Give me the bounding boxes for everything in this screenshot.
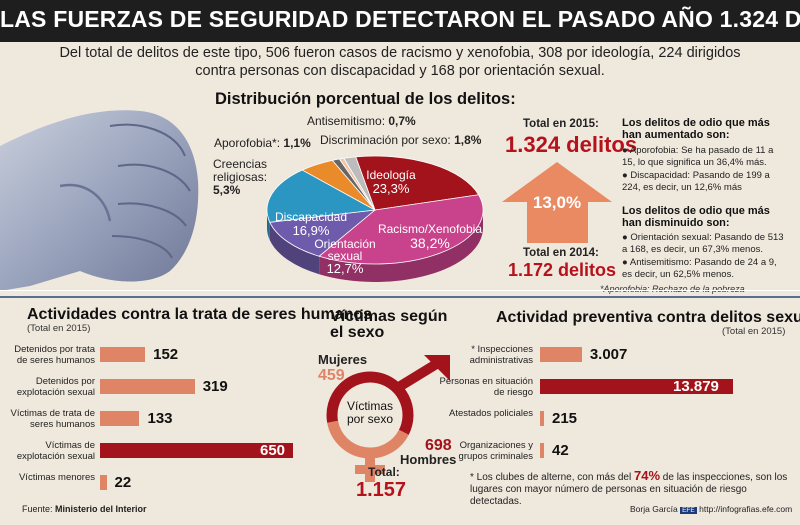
bar — [100, 443, 293, 458]
list-item: ● Aporofobia: Se ha pasado de 11 a 15, l… — [622, 145, 774, 168]
bar — [540, 443, 544, 458]
pie-slice-orientaci-n-sexual — [269, 209, 377, 257]
label-racismo: Racismo/Xenofobia 38,2% — [377, 222, 483, 251]
prevention-note: (Total en 2015) — [722, 326, 786, 337]
men-arc — [326, 371, 414, 435]
total-2015-label: Total en 2015: — [523, 118, 599, 130]
page-subtitle: Del total de delitos de este tipo, 506 f… — [59, 45, 741, 79]
bar-category-label: Organizaciones y grupos criminales — [458, 440, 533, 462]
bar-value-label: 133 — [147, 410, 173, 427]
female-cross-icon — [355, 465, 385, 474]
label-orientacion: Orientación sexual 12,7% — [314, 237, 376, 276]
trafficking-note: (Total en 2015) — [27, 323, 91, 334]
increase-arrow-icon — [502, 162, 612, 243]
list-item: ● Orientación sexual: Pasando de 513 a 1… — [622, 232, 784, 255]
source: Fuente: Ministerio del Interior — [22, 504, 147, 514]
men-label: Hombres — [400, 452, 457, 467]
pie-slice-discapacidad — [266, 169, 377, 223]
bar-category-label: * Inspecciones administrativas — [469, 344, 533, 366]
women-arc — [327, 420, 409, 459]
change-percent: 13,0% — [532, 193, 582, 212]
total-2015-value: 1.324 delitos — [505, 132, 638, 157]
pie-side-1 — [319, 210, 483, 282]
bar-value-label: 22 — [114, 474, 132, 491]
bar — [540, 379, 733, 394]
pie-slice-racismo-xenofobia — [318, 194, 484, 265]
bar — [100, 475, 107, 490]
total-2014-value: 1.172 delitos — [508, 260, 617, 280]
title-bar — [0, 0, 800, 42]
credits: Borja García EFE http://infografias.efe.… — [630, 504, 793, 514]
male-symbol-icon — [393, 358, 441, 393]
prevention-title: Actividad preventiva contra delitos sexu… — [496, 309, 800, 326]
prevention-footnote: * Los clubes de alterne, con más del 74%… — [470, 468, 788, 507]
pie-chart — [266, 155, 484, 282]
pie-footnote: *Aporofobia: Rechazo de la pobreza — [600, 284, 745, 294]
women-value: 459 — [318, 367, 345, 384]
label-ideologia: Ideología 23,3% — [366, 168, 416, 196]
bar-category-label: Atestados policiales — [449, 408, 533, 419]
increased-list: ● Aporofobia: Se ha pasado de 11 a 15, l… — [622, 145, 787, 193]
section-divider — [0, 296, 800, 298]
bar-category-label: Víctimas menores — [18, 472, 95, 483]
bar-category-label: Detenidos por trata de seres humanos — [14, 344, 95, 366]
bar-category-label: Personas en situación de riesgo — [439, 376, 533, 398]
pie-title: Distribución porcentual de los delitos: — [215, 90, 516, 108]
men-value: 698 — [425, 437, 452, 454]
list-item: ● Discapacidad: Pasando de 199 a 224, es… — [622, 170, 770, 193]
decreased-list: ● Orientación sexual: Pasando de 513 a 1… — [622, 232, 787, 280]
efe-logo-icon: EFE — [680, 507, 697, 514]
bar-value-label: 3.007 — [589, 346, 628, 363]
bar-value-label: 152 — [153, 346, 179, 363]
bar-value-label: 319 — [202, 378, 228, 395]
bar-category-label: Detenidos por explotación sexual — [16, 376, 95, 398]
label-aporofobia: Aporofobia*: 1,1% — [214, 136, 311, 150]
decreased-title: Los delitos de odio que más han disminui… — [622, 205, 770, 229]
women-label: Mujeres — [318, 352, 368, 367]
bar-value-label: 42 — [552, 442, 569, 459]
bar-value-label: 13.879 — [673, 378, 719, 395]
bar — [540, 347, 582, 362]
bar — [540, 411, 544, 426]
pie-slice-discriminaci-n-por-sexo — [343, 156, 376, 211]
pie-slice-ideolog-a — [355, 155, 480, 211]
label-creencias: Creencias religiosas: 5,3% — [213, 157, 268, 197]
bar — [100, 347, 146, 362]
label-discapacidad: Discapacidad 16,9% — [274, 210, 348, 238]
increased-title: Los delitos de odio que más han aumentad… — [622, 117, 770, 141]
bar-category-label: Víctimas de trata de seres humanos — [10, 408, 95, 430]
bar — [100, 379, 195, 394]
list-item: ● Antisemitismo: Pasando de 24 a 9, es d… — [622, 257, 777, 280]
gender-center-label: Víctimas por sexo — [346, 399, 394, 426]
gender-title: Víctimas según el sexo — [330, 308, 448, 341]
fist-illustration — [0, 110, 199, 291]
male-arrow-icon — [424, 355, 450, 381]
label-antisemitismo: Antisemitismo: 0,7% — [307, 114, 416, 128]
bar-value-label: 215 — [552, 410, 578, 427]
gender-chart — [326, 355, 450, 482]
page-title: LAS FUERZAS DE SEGURIDAD DETECTARON EL P… — [0, 6, 800, 32]
divider-light — [0, 290, 800, 291]
bar-value-label: 650 — [260, 442, 286, 459]
label-discriminacion-sexo: Discriminación por sexo: 1,8% — [320, 133, 482, 147]
total-2014-label: Total en 2014: — [523, 247, 599, 259]
bar — [100, 411, 140, 426]
bar-category-label: Víctimas de explotación sexual — [16, 440, 95, 462]
gender-total-value: 1.157 — [356, 479, 407, 501]
trafficking-title: Actividades contra la trata de seres hum… — [27, 306, 373, 323]
gender-total-label: Total: — [368, 465, 400, 479]
pie-side-2 — [269, 222, 320, 275]
